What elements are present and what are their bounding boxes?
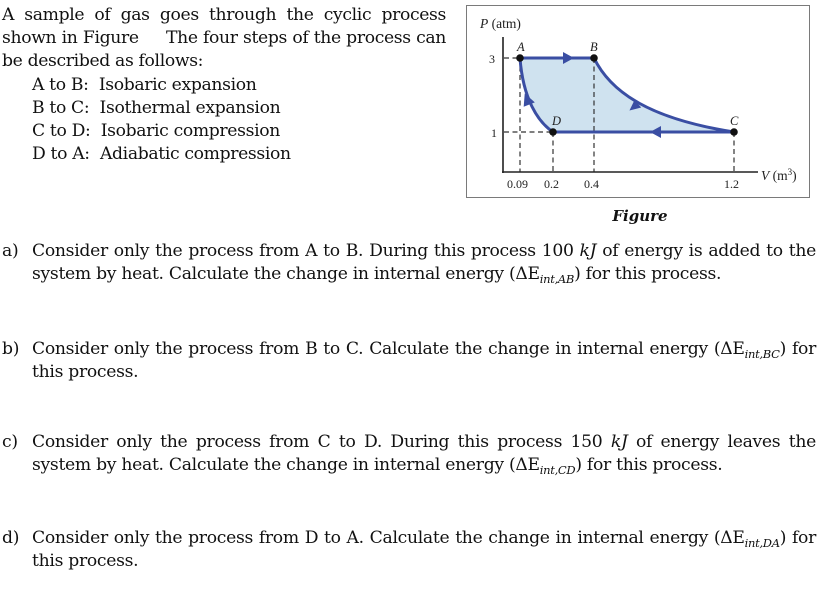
x-tick-0-4: 0.4 bbox=[584, 177, 599, 191]
y-axis-label: P (atm) bbox=[479, 16, 521, 31]
process-step: C to D: Isobaric compression bbox=[32, 120, 446, 143]
question-text-part: of energy is added to the system by heat… bbox=[32, 241, 816, 284]
x-tick-1-2: 1.2 bbox=[724, 177, 739, 191]
arrow-right-icon bbox=[563, 52, 574, 64]
subscript: int,AB bbox=[539, 271, 575, 286]
intro-text-line2: The four steps of the process can be des… bbox=[2, 28, 446, 72]
arrow-left-icon bbox=[650, 126, 661, 138]
question-a: a) Consider only the process from A to B… bbox=[2, 240, 816, 285]
subscript: int,BC bbox=[744, 347, 780, 361]
step-label: A to B: bbox=[32, 74, 89, 95]
segment-b-to-c bbox=[592, 56, 736, 134]
process-steps-list: A to B: Isobaric expansion B to C: Isoth… bbox=[2, 74, 446, 167]
point-label-d: D bbox=[551, 114, 561, 128]
step-label: B to C: bbox=[32, 97, 90, 118]
energy-unit: kJ bbox=[610, 432, 628, 452]
process-step: A to B: Isobaric expansion bbox=[32, 74, 446, 97]
question-label: b) bbox=[2, 339, 20, 359]
problem-intro: A sample of gas goes through the cyclic … bbox=[2, 4, 446, 166]
energy-unit: kJ bbox=[579, 241, 597, 261]
segment-d-to-a bbox=[518, 56, 555, 134]
question-b: b) Consider only the process from B to C… bbox=[2, 338, 816, 383]
step-description: Isothermal expansion bbox=[99, 97, 281, 118]
step-label: D to A: bbox=[32, 144, 90, 165]
pv-diagram-figure: P (atm) A B C D 3 1 0.09 0.2 0.4 1.2 V (… bbox=[466, 5, 810, 198]
pv-diagram: P (atm) A B C D 3 1 0.09 0.2 0.4 1.2 V (… bbox=[479, 16, 797, 191]
question-d: d) Consider only the process from D to A… bbox=[2, 527, 816, 572]
axes bbox=[502, 37, 758, 173]
intro-paragraph: A sample of gas goes through the cyclic … bbox=[2, 4, 446, 74]
question-text-part: ) for this process. bbox=[574, 263, 722, 284]
x-axis-label: V (m3) bbox=[761, 167, 797, 183]
point-label-c: C bbox=[730, 114, 739, 128]
question-label: d) bbox=[2, 528, 20, 548]
question-text: Consider only the process from C to D. D… bbox=[32, 431, 816, 476]
step-description: Adiabatic compression bbox=[99, 144, 291, 165]
y-tick-3: 3 bbox=[489, 52, 495, 66]
point-d bbox=[549, 128, 557, 136]
point-a bbox=[516, 54, 524, 62]
point-c bbox=[730, 128, 738, 136]
step-description: Isobaric compression bbox=[100, 121, 281, 142]
arrow-up-icon bbox=[523, 93, 535, 107]
state-points bbox=[516, 54, 738, 136]
enclosed-cycle-area bbox=[520, 58, 734, 132]
direction-arrows bbox=[523, 52, 661, 138]
subscript: int,CD bbox=[539, 462, 576, 477]
point-b bbox=[590, 54, 598, 62]
arrow-down-right-icon bbox=[629, 100, 642, 111]
figure-caption: Figure bbox=[612, 207, 668, 225]
question-text-part: of energy leaves the system by heat. Cal… bbox=[32, 432, 816, 475]
question-text-part: ) for this process. bbox=[575, 454, 723, 475]
step-label: C to D: bbox=[32, 121, 91, 142]
step-description: Isobaric expansion bbox=[98, 74, 257, 95]
subscript: int,DA bbox=[744, 536, 780, 550]
question-label: c) bbox=[2, 432, 18, 452]
question-label: a) bbox=[2, 241, 19, 261]
point-label-b: B bbox=[590, 40, 598, 54]
question-c: c) Consider only the process from C to D… bbox=[2, 431, 816, 476]
y-tick-1: 1 bbox=[491, 126, 497, 140]
process-step: B to C: Isothermal expansion bbox=[32, 97, 446, 120]
question-text: Consider only the process from D to A. C… bbox=[32, 527, 816, 572]
question-text-part: Consider only the process from D to A. C… bbox=[32, 528, 745, 548]
question-text-part: ) for this process. bbox=[32, 528, 816, 571]
x-tick-0-09: 0.09 bbox=[507, 177, 528, 191]
x-tick-0-2: 0.2 bbox=[544, 177, 559, 191]
point-label-a: A bbox=[516, 40, 525, 54]
process-step: D to A: Adiabatic compression bbox=[32, 143, 446, 166]
question-text-part: Consider only the process from A to B. D… bbox=[32, 241, 580, 261]
question-text: Consider only the process from A to B. D… bbox=[32, 240, 816, 285]
cycle-path bbox=[518, 56, 736, 134]
question-text-part: Consider only the process from C to D. D… bbox=[32, 432, 611, 452]
question-text-part: Consider only the process from B to C. C… bbox=[32, 339, 745, 359]
intro-text-line1: A sample of gas goes through the cyclic … bbox=[2, 5, 446, 49]
question-text-part: ) for this process. bbox=[32, 339, 816, 382]
question-text: Consider only the process from B to C. C… bbox=[32, 338, 816, 383]
